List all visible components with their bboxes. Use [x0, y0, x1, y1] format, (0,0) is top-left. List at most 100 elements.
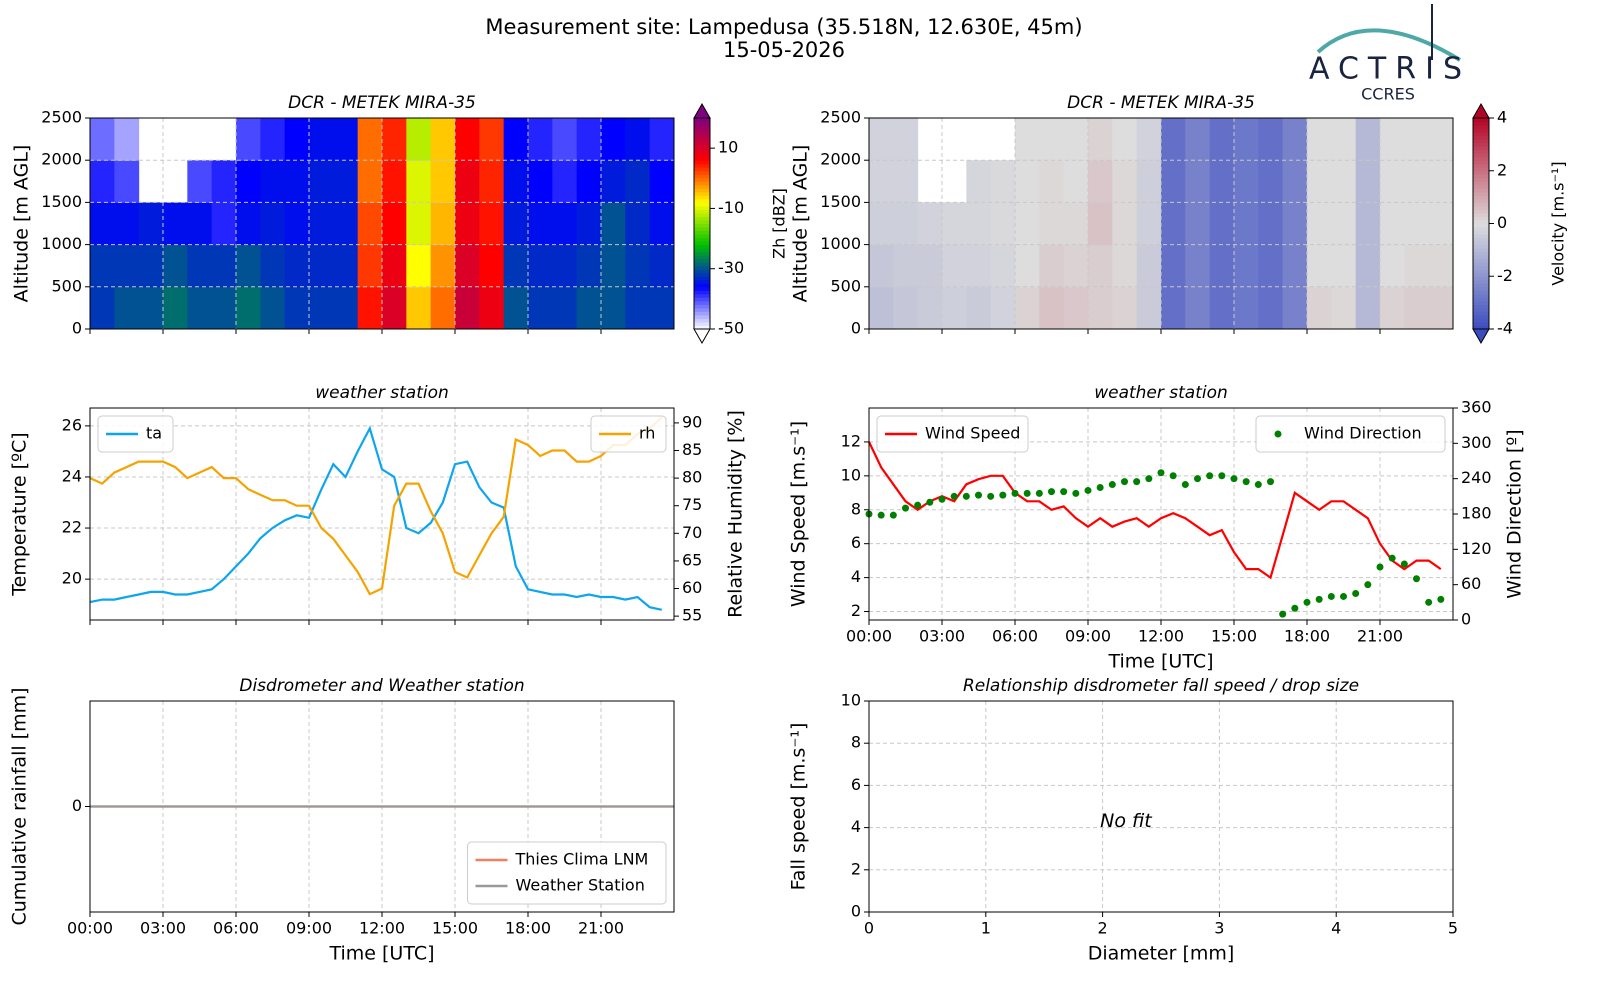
scatter-point [1206, 472, 1214, 480]
colorbar-step [1473, 293, 1489, 298]
colorbar-step [694, 202, 710, 207]
colorbar-step [694, 325, 710, 330]
colorbar-label: Zh [dBZ] [770, 188, 789, 259]
heatmap-cell [1331, 286, 1357, 330]
colorbar-step [694, 160, 710, 165]
scatter-point [1437, 595, 1445, 603]
y2-tick-label: 0 [1461, 610, 1471, 629]
heatmap-cell [211, 160, 237, 203]
colorbar-step [1473, 223, 1489, 228]
scatter-point [1425, 598, 1433, 606]
heatmap-cell [942, 286, 967, 330]
legend-marker [1274, 430, 1282, 438]
y2-tick-label: 75 [682, 495, 702, 514]
scatter-point [889, 511, 897, 519]
colorbar-label: Velocity [m.s⁻¹] [1549, 161, 1568, 285]
y2-tick-label: 90 [682, 412, 702, 431]
y-tick-label: 4 [851, 567, 861, 586]
heatmap-cell [1039, 118, 1065, 161]
heatmap-cell [1282, 160, 1308, 203]
heatmap-cell [1234, 160, 1259, 203]
heatmap-cell [1404, 118, 1430, 161]
scatter-point [1121, 478, 1128, 486]
scatter-point [1303, 598, 1311, 606]
scatter-point [1364, 581, 1372, 589]
colorbar-step [1473, 251, 1489, 256]
scatter-point [1194, 475, 1201, 483]
heatmap-cell [601, 286, 626, 330]
colorbar-step [1473, 212, 1489, 217]
y-axis-label: Altitude [m AGL] [790, 145, 812, 303]
colorbar-step [694, 135, 710, 140]
heatmap-cell [260, 286, 286, 330]
heatmap-cell [1282, 244, 1308, 288]
colorbar-tick-label: -30 [718, 258, 744, 277]
heatmap-cell [382, 118, 407, 161]
y-tick-label: 10 [841, 465, 861, 484]
heatmap-cell [1063, 118, 1089, 161]
heatmap-cell [1331, 160, 1357, 203]
heatmap-cell [1209, 286, 1235, 330]
heatmap-cell [309, 202, 334, 246]
y-tick-label: 1000 [41, 234, 82, 253]
colorbar-step [694, 290, 710, 295]
x-tick-label: 21:00 [578, 919, 624, 938]
panel: DCR - METEK MIRA-35 -50 -30 -10 10 Zh [dBZ] 0 5… [11, 93, 789, 345]
heatmap-cell [1404, 286, 1430, 330]
colorbar-step [1473, 132, 1489, 137]
colorbar-step [694, 223, 710, 228]
colorbar-step [1473, 198, 1489, 203]
scatter-point [1035, 489, 1043, 497]
series-line [89, 425, 663, 611]
heatmap-cell [990, 244, 1016, 288]
scatter-point [1096, 484, 1104, 491]
heatmap-cell [138, 244, 164, 288]
heatmap-cell [869, 118, 894, 161]
heatmap-cell [260, 202, 286, 246]
scatter-point [950, 492, 958, 500]
heatmap-cell [1039, 160, 1065, 203]
y2-tick-label: 60 [682, 578, 702, 597]
heatmap-cell [357, 118, 383, 161]
colorbar-step [694, 241, 710, 246]
y-tick-label: 1500 [820, 192, 861, 211]
scatter-point [1072, 489, 1080, 497]
panel-title: Disdrometer and Weather station [239, 676, 524, 696]
heatmap-cell [528, 286, 553, 330]
x-axis-label: Diameter [mm] [1088, 943, 1235, 965]
y2-tick-label: 120 [1461, 539, 1492, 558]
x-tick-label: 09:00 [1065, 627, 1111, 646]
heatmap-cell [1161, 286, 1186, 330]
heatmap-cell [1282, 286, 1308, 330]
colorbar-step [1473, 209, 1489, 214]
colorbar-step [1473, 279, 1489, 284]
colorbar-tick-label: 10 [718, 138, 738, 157]
heatmap-cell [1136, 118, 1162, 161]
colorbar-step [694, 181, 710, 186]
heatmap-cell [163, 244, 188, 288]
heatmap-cell [1015, 118, 1040, 161]
colorbar-step [694, 230, 710, 235]
heatmap-cell [138, 202, 164, 246]
colorbar-step [1473, 156, 1489, 161]
heatmap-cell [90, 160, 115, 203]
heatmap-cell [576, 118, 602, 161]
scatter-point [1267, 478, 1274, 486]
y2-tick-label: 60 [1461, 574, 1481, 593]
colorbar-step [694, 248, 710, 253]
annotation: No fit [1100, 810, 1153, 832]
colorbar-step [1473, 234, 1489, 239]
heatmap-cell [284, 286, 310, 330]
heatmap-cell [552, 286, 578, 330]
scatter-point [1157, 469, 1165, 477]
heatmap-cell [333, 286, 359, 330]
heatmap-cell [1428, 202, 1454, 246]
heatmap-cell [1282, 118, 1308, 161]
heatmap-cell [382, 160, 407, 203]
colorbar-step [694, 283, 710, 288]
logo-sub: CCRES [1361, 85, 1415, 104]
colorbar-tick-label: -10 [718, 198, 744, 217]
heatmap-cell [942, 202, 967, 246]
scatter-point [1181, 481, 1189, 489]
y-tick-label: 2000 [820, 150, 861, 169]
